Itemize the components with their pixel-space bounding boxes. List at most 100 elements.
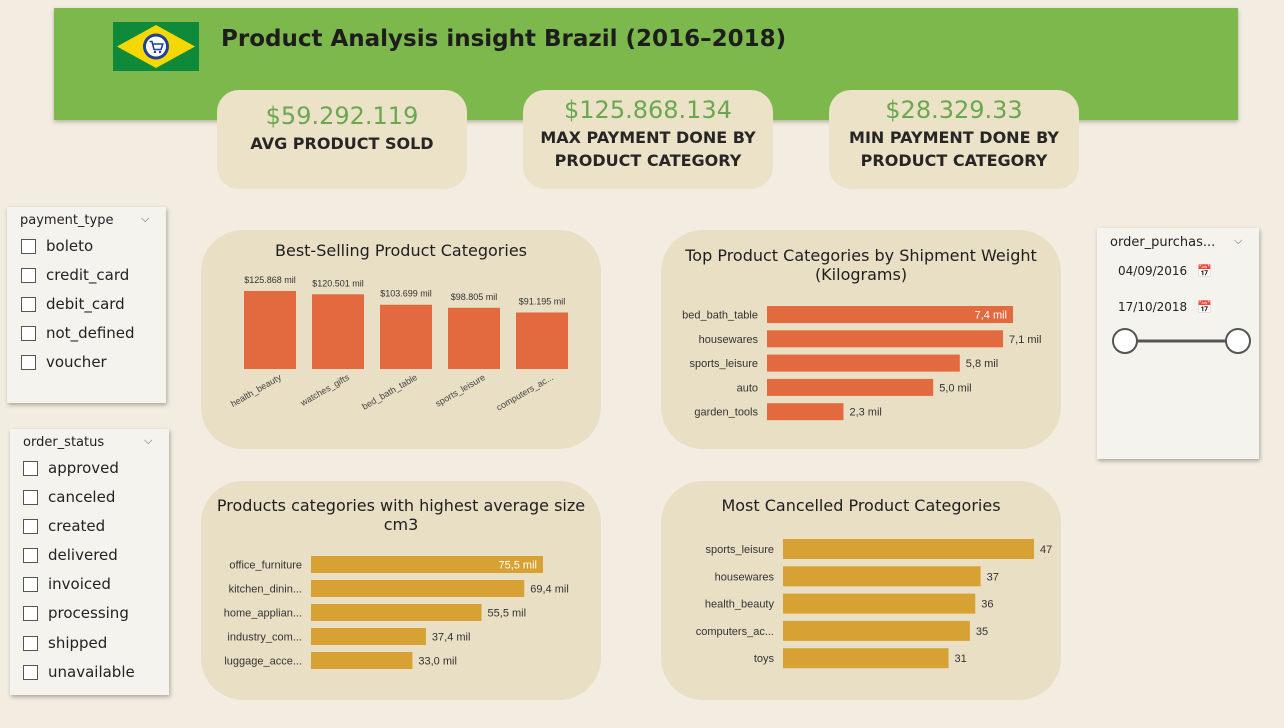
start-date-input[interactable]: 04/09/2016 📅 bbox=[1118, 264, 1212, 278]
checkbox[interactable] bbox=[23, 518, 38, 534]
checkbox[interactable] bbox=[23, 605, 38, 621]
calendar-icon[interactable]: 📅 bbox=[1197, 264, 1212, 278]
data-label: 7,1 mil bbox=[1009, 334, 1041, 346]
bar[interactable] bbox=[311, 604, 482, 621]
kpi-value: $125.868.134 bbox=[564, 96, 732, 124]
y-tick-label: housewares bbox=[699, 334, 759, 346]
avg-size-chart: office_furniture 75,5 mil kitchen_dinin...… bbox=[224, 556, 569, 669]
bar[interactable] bbox=[516, 312, 568, 369]
bar[interactable] bbox=[767, 403, 844, 421]
y-tick-label: garden_tools bbox=[694, 407, 758, 419]
data-label: 5,0 mil bbox=[939, 382, 971, 394]
chart-title: Best-Selling Product Categories bbox=[275, 241, 527, 260]
data-label: $91.195 mil bbox=[519, 296, 566, 306]
bar[interactable] bbox=[783, 593, 976, 614]
x-tick-label: bed_bath_table bbox=[360, 372, 419, 412]
bar[interactable] bbox=[311, 580, 525, 597]
y-tick-label: toys bbox=[754, 653, 775, 665]
x-tick-label: computers_ac... bbox=[495, 372, 555, 413]
date-range-slider[interactable] bbox=[1108, 326, 1252, 356]
bar[interactable] bbox=[311, 628, 426, 645]
checkbox[interactable] bbox=[23, 576, 38, 592]
bar[interactable] bbox=[767, 378, 934, 396]
bar[interactable] bbox=[311, 556, 543, 573]
bar[interactable] bbox=[244, 291, 296, 369]
checkbox[interactable] bbox=[21, 267, 36, 283]
checkbox[interactable] bbox=[21, 296, 36, 312]
checkbox[interactable] bbox=[21, 325, 36, 341]
bar[interactable] bbox=[767, 354, 960, 372]
slicer-option-not-defined[interactable]: not_defined bbox=[21, 324, 135, 342]
data-label: 47 bbox=[1040, 544, 1052, 556]
y-tick-label: auto bbox=[737, 382, 758, 394]
chart-title-line1: Top Product Categories by Shipment Weigh… bbox=[685, 246, 1037, 265]
checkbox[interactable] bbox=[23, 460, 38, 476]
slicer-option-voucher[interactable]: voucher bbox=[21, 353, 107, 371]
data-label: $103.699 mil bbox=[380, 289, 432, 299]
slicer-option-unavailable[interactable]: unavailable bbox=[23, 663, 135, 681]
data-label: 2,3 mil bbox=[849, 407, 881, 419]
calendar-icon[interactable]: 📅 bbox=[1197, 300, 1212, 314]
slicer-option-processing[interactable]: processing bbox=[23, 604, 129, 622]
y-tick-label: luggage_acce... bbox=[224, 656, 302, 668]
kpi-label: AVG PRODUCT SOLD bbox=[250, 134, 434, 153]
kpi-label-line2: PRODUCT CATEGORY bbox=[554, 151, 742, 170]
checkbox[interactable] bbox=[23, 664, 38, 680]
bar[interactable] bbox=[783, 566, 981, 587]
checkbox[interactable] bbox=[23, 635, 38, 651]
bar[interactable] bbox=[783, 648, 949, 669]
slicer-option-credit-card[interactable]: credit_card bbox=[21, 266, 129, 284]
chart-title-line1: Products categories with highest average… bbox=[216, 496, 586, 515]
data-label: 69,4 mil bbox=[530, 584, 569, 596]
data-label: 37 bbox=[987, 571, 999, 583]
data-label: 55,5 mil bbox=[488, 608, 527, 620]
data-label: 31 bbox=[955, 653, 967, 665]
bar[interactable] bbox=[448, 307, 500, 369]
bar[interactable] bbox=[380, 304, 432, 369]
kpi-value: $59.292.119 bbox=[265, 102, 419, 130]
avg-size-panel: Products categories with highest average… bbox=[201, 481, 601, 700]
brazil-flag-icon bbox=[113, 22, 199, 71]
slicer-option-boleto[interactable]: boleto bbox=[21, 237, 93, 255]
x-tick-label: sports_leisure bbox=[433, 372, 487, 409]
slicer-option-invoiced[interactable]: invoiced bbox=[23, 575, 111, 593]
data-label: 75,5 mil bbox=[498, 560, 537, 572]
kpi-label-line1: MIN PAYMENT DONE BY bbox=[849, 128, 1059, 147]
end-date-input[interactable]: 17/10/2018 📅 bbox=[1118, 300, 1212, 314]
range-start-handle[interactable] bbox=[1112, 328, 1138, 354]
bar[interactable] bbox=[767, 306, 1013, 323]
payment-type-slicer: payment_type ⌵ boleto credit_card debit_… bbox=[7, 207, 166, 403]
chevron-down-icon[interactable]: ⌵ bbox=[141, 213, 150, 225]
slicer-option-debit-card[interactable]: debit_card bbox=[21, 295, 125, 313]
y-tick-label: health_beauty bbox=[705, 599, 775, 611]
y-tick-label: housewares bbox=[715, 571, 775, 583]
bar[interactable] bbox=[767, 330, 1004, 348]
range-end-handle[interactable] bbox=[1225, 328, 1251, 354]
shipment-weight-chart: bed_bath_table 7,4 mil housewares 7,1 mil sp… bbox=[682, 306, 1041, 421]
bar[interactable] bbox=[783, 539, 1034, 559]
slicer-option-delivered[interactable]: delivered bbox=[23, 546, 118, 564]
bar[interactable] bbox=[311, 652, 413, 669]
kpi-max-payment: $125.868.134 MAX PAYMENT DONE BY PRODUCT… bbox=[523, 90, 773, 189]
y-tick-label: sports_leisure bbox=[706, 544, 774, 556]
slicer-option-shipped[interactable]: shipped bbox=[23, 634, 107, 652]
x-tick-label: watches_gifts bbox=[298, 372, 352, 409]
data-label: 7,4 mil bbox=[975, 310, 1007, 322]
chevron-down-icon[interactable]: ⌵ bbox=[144, 435, 153, 447]
chevron-down-icon[interactable]: ⌵ bbox=[1234, 235, 1243, 247]
checkbox[interactable] bbox=[23, 489, 38, 505]
data-label: 36 bbox=[981, 599, 993, 611]
checkbox[interactable] bbox=[21, 238, 36, 254]
checkbox[interactable] bbox=[21, 354, 36, 370]
checkbox[interactable] bbox=[23, 547, 38, 563]
data-label: $120.501 mil bbox=[312, 278, 364, 288]
slicer-option-approved[interactable]: approved bbox=[23, 459, 119, 477]
slicer-option-canceled[interactable]: canceled bbox=[23, 488, 115, 506]
bar[interactable] bbox=[312, 294, 364, 369]
data-label: 35 bbox=[976, 626, 988, 638]
order-status-slicer: order_status ⌵ approved canceled created… bbox=[10, 429, 169, 695]
shipment-weight-panel: Top Product Categories by Shipment Weigh… bbox=[661, 230, 1061, 449]
chart-title-line2: cm3 bbox=[383, 515, 419, 534]
slicer-option-created[interactable]: created bbox=[23, 517, 105, 535]
bar[interactable] bbox=[783, 620, 970, 641]
